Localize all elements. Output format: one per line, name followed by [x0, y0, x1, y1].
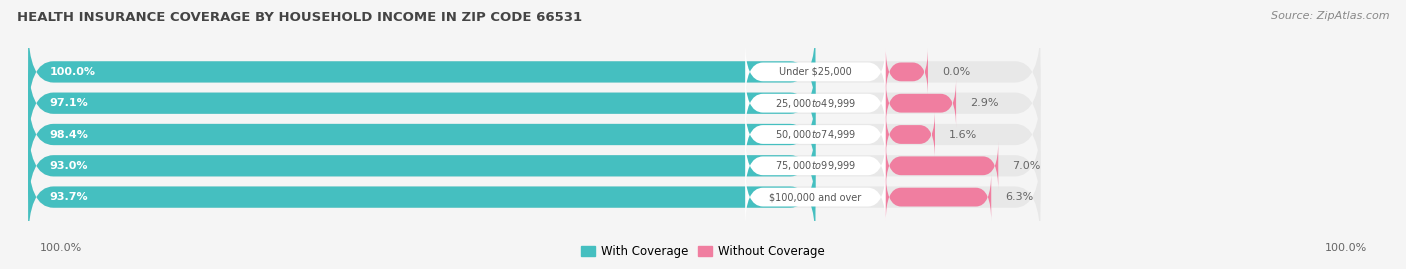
Text: 100.0%: 100.0% [49, 67, 96, 77]
Text: 2.9%: 2.9% [970, 98, 998, 108]
FancyBboxPatch shape [28, 26, 815, 118]
Text: HEALTH INSURANCE COVERAGE BY HOUSEHOLD INCOME IN ZIP CODE 66531: HEALTH INSURANCE COVERAGE BY HOUSEHOLD I… [17, 11, 582, 24]
Text: 93.7%: 93.7% [49, 192, 87, 202]
FancyBboxPatch shape [745, 42, 886, 102]
Text: 0.0%: 0.0% [942, 67, 970, 77]
FancyBboxPatch shape [28, 151, 1040, 243]
Text: 100.0%: 100.0% [39, 243, 82, 253]
Text: 98.4%: 98.4% [49, 129, 89, 140]
FancyBboxPatch shape [745, 167, 886, 227]
Text: 93.0%: 93.0% [49, 161, 87, 171]
Text: 6.3%: 6.3% [1005, 192, 1033, 202]
Text: Under $25,000: Under $25,000 [779, 67, 852, 77]
FancyBboxPatch shape [745, 104, 886, 165]
FancyBboxPatch shape [745, 136, 886, 196]
Text: $50,000 to $74,999: $50,000 to $74,999 [775, 128, 856, 141]
Text: $25,000 to $49,999: $25,000 to $49,999 [775, 97, 856, 110]
Text: $100,000 and over: $100,000 and over [769, 192, 862, 202]
FancyBboxPatch shape [886, 110, 935, 159]
FancyBboxPatch shape [886, 48, 928, 96]
FancyBboxPatch shape [28, 120, 1040, 211]
FancyBboxPatch shape [28, 26, 1040, 118]
Text: Source: ZipAtlas.com: Source: ZipAtlas.com [1271, 11, 1389, 21]
Text: 7.0%: 7.0% [1012, 161, 1040, 171]
FancyBboxPatch shape [28, 89, 815, 180]
FancyBboxPatch shape [28, 120, 815, 211]
Legend: With Coverage, Without Coverage: With Coverage, Without Coverage [576, 241, 830, 263]
FancyBboxPatch shape [28, 58, 815, 149]
FancyBboxPatch shape [28, 89, 1040, 180]
Text: 100.0%: 100.0% [1324, 243, 1367, 253]
FancyBboxPatch shape [28, 151, 815, 243]
FancyBboxPatch shape [886, 79, 956, 128]
FancyBboxPatch shape [745, 73, 886, 133]
FancyBboxPatch shape [886, 173, 991, 221]
FancyBboxPatch shape [28, 58, 1040, 149]
Text: $75,000 to $99,999: $75,000 to $99,999 [775, 159, 856, 172]
Text: 1.6%: 1.6% [949, 129, 977, 140]
FancyBboxPatch shape [886, 141, 998, 190]
Text: 97.1%: 97.1% [49, 98, 89, 108]
